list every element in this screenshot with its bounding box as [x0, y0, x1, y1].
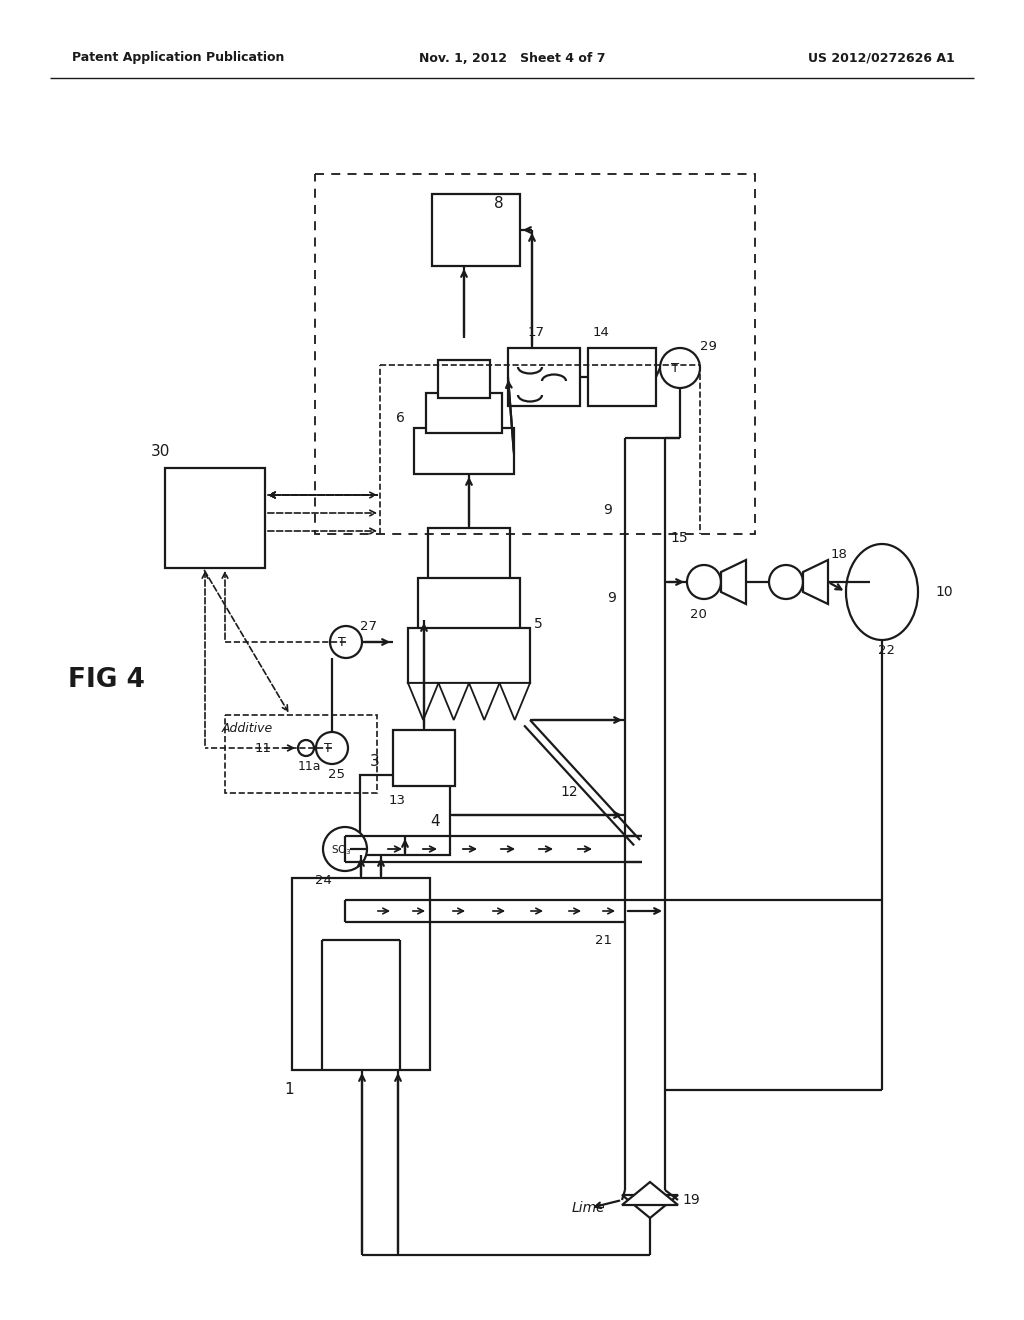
Text: 3: 3	[370, 754, 380, 768]
Text: T: T	[325, 742, 332, 755]
Text: FIG 4: FIG 4	[68, 667, 144, 693]
Bar	[292, 878, 430, 1071]
Text: Patent Application Publication: Patent Application Publication	[72, 51, 285, 65]
Polygon shape	[438, 682, 469, 719]
Polygon shape	[721, 560, 746, 605]
Text: 1: 1	[284, 1082, 294, 1097]
Text: T: T	[338, 635, 346, 648]
Text: 27: 27	[360, 619, 377, 632]
Text: Lime: Lime	[572, 1201, 605, 1214]
Bar	[428, 528, 510, 583]
Text: 6: 6	[396, 411, 404, 425]
Polygon shape	[803, 560, 828, 605]
Circle shape	[687, 565, 721, 599]
Bar	[408, 628, 530, 682]
Bar	[432, 194, 520, 267]
Text: 14: 14	[593, 326, 610, 339]
Text: 30: 30	[151, 445, 170, 459]
Polygon shape	[469, 682, 500, 719]
Text: 24: 24	[315, 874, 332, 887]
Text: T: T	[671, 362, 679, 375]
Text: 20: 20	[690, 607, 707, 620]
Bar	[508, 348, 580, 407]
Text: 5: 5	[534, 616, 543, 631]
Polygon shape	[622, 1195, 678, 1218]
Text: 21: 21	[595, 933, 612, 946]
Polygon shape	[408, 682, 438, 719]
Text: 9: 9	[607, 591, 615, 605]
Text: 15: 15	[670, 531, 688, 545]
Circle shape	[330, 626, 362, 657]
Bar	[225, 715, 377, 793]
Text: 9: 9	[603, 503, 612, 517]
Bar	[426, 393, 502, 433]
Polygon shape	[622, 1181, 678, 1205]
Bar	[438, 360, 490, 399]
Text: 25: 25	[328, 767, 345, 780]
Circle shape	[660, 348, 700, 388]
Bar	[393, 730, 455, 785]
Text: US 2012/0272626 A1: US 2012/0272626 A1	[808, 51, 955, 65]
Text: 4: 4	[430, 814, 439, 829]
Text: 13: 13	[389, 793, 406, 807]
Polygon shape	[500, 682, 530, 719]
Circle shape	[323, 828, 367, 871]
Text: 12: 12	[560, 785, 578, 799]
Text: 11a: 11a	[298, 759, 322, 772]
Bar	[360, 775, 450, 855]
Text: 19: 19	[682, 1193, 699, 1206]
Circle shape	[298, 741, 314, 756]
Bar	[165, 469, 265, 568]
Bar	[414, 428, 514, 474]
Text: 10: 10	[935, 585, 952, 599]
Bar	[315, 174, 755, 535]
Text: 22: 22	[878, 644, 895, 656]
Text: 11: 11	[255, 742, 272, 755]
Text: 8: 8	[494, 197, 504, 211]
Text: Nov. 1, 2012   Sheet 4 of 7: Nov. 1, 2012 Sheet 4 of 7	[419, 51, 605, 65]
Bar	[588, 348, 656, 407]
Circle shape	[769, 565, 803, 599]
Text: 17: 17	[528, 326, 545, 339]
Text: 18: 18	[831, 548, 848, 561]
Text: Additive: Additive	[222, 722, 273, 734]
Ellipse shape	[846, 544, 918, 640]
Bar	[418, 578, 520, 634]
Circle shape	[316, 733, 348, 764]
Text: SO$_3$: SO$_3$	[331, 843, 352, 857]
Text: 29: 29	[700, 339, 717, 352]
